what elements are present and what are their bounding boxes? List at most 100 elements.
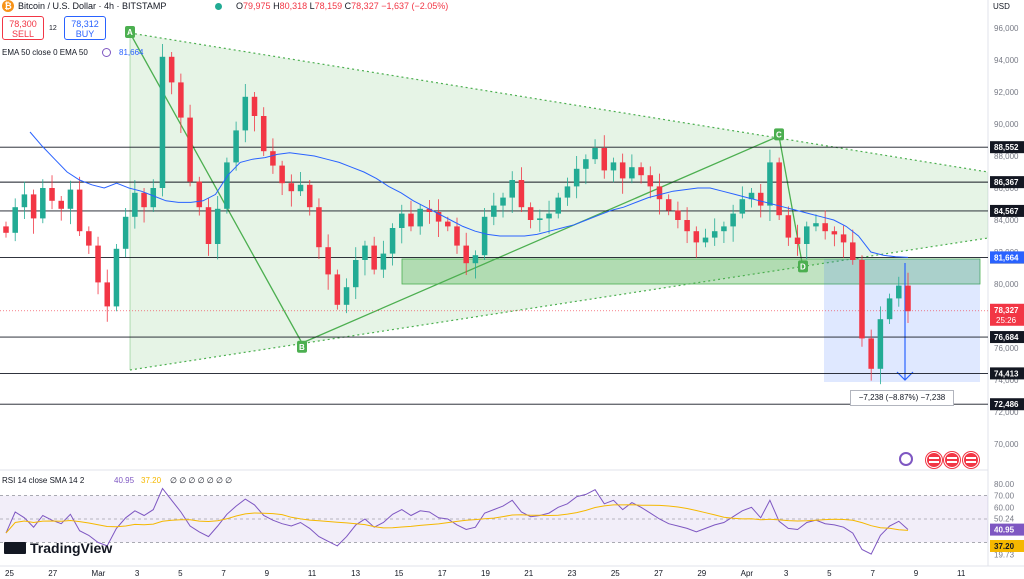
- candle-body[interactable]: [813, 223, 819, 227]
- candle-body[interactable]: [757, 192, 764, 206]
- candle-body[interactable]: [840, 234, 847, 243]
- candle-body[interactable]: [794, 237, 801, 244]
- pattern-point-marker[interactable]: [125, 26, 135, 38]
- candle-body[interactable]: [76, 189, 83, 232]
- buy-button[interactable]: 78,312 BUY: [64, 16, 106, 40]
- events-icon[interactable]: [899, 452, 913, 466]
- pattern-point-marker[interactable]: [798, 260, 808, 273]
- candle-body[interactable]: [178, 82, 184, 118]
- rsi-sma-line[interactable]: [5, 504, 909, 534]
- candle-body[interactable]: [711, 231, 718, 238]
- candle-body[interactable]: [822, 223, 828, 232]
- rsi-legend[interactable]: RSI 14 close SMA 14 2: [2, 476, 85, 485]
- candle-body[interactable]: [380, 253, 387, 270]
- candle-body[interactable]: [159, 56, 166, 188]
- candle-body[interactable]: [316, 207, 322, 248]
- candle-body[interactable]: [49, 188, 55, 201]
- candle-body[interactable]: [3, 226, 9, 233]
- candle-body[interactable]: [509, 180, 515, 198]
- ema50-line[interactable]: [29, 131, 909, 258]
- candle-body[interactable]: [573, 168, 580, 187]
- candle-body[interactable]: [831, 231, 838, 235]
- measure-box[interactable]: [824, 259, 980, 382]
- candle-body[interactable]: [730, 213, 736, 227]
- candle-body[interactable]: [426, 208, 433, 212]
- candle-body[interactable]: [141, 192, 147, 208]
- candle-body[interactable]: [30, 194, 37, 219]
- candle-body[interactable]: [325, 247, 331, 275]
- candle-body[interactable]: [58, 200, 64, 209]
- candle-body[interactable]: [537, 218, 543, 220]
- candle-body[interactable]: [371, 245, 377, 270]
- candle-body[interactable]: [546, 213, 552, 219]
- candle-body[interactable]: [481, 216, 488, 256]
- candle-body[interactable]: [647, 175, 654, 187]
- us-flag-event-icon[interactable]: [963, 452, 979, 468]
- candle-body[interactable]: [785, 215, 792, 238]
- candle-body[interactable]: [803, 226, 810, 244]
- rsi-line[interactable]: [5, 487, 909, 555]
- candle-body[interactable]: [472, 255, 479, 264]
- candle-body[interactable]: [362, 245, 368, 260]
- candle-body[interactable]: [859, 260, 865, 339]
- candle-body[interactable]: [500, 197, 506, 206]
- candle-body[interactable]: [12, 207, 18, 233]
- candle-body[interactable]: [518, 180, 525, 208]
- candle-body[interactable]: [868, 338, 874, 369]
- candle-body[interactable]: [905, 285, 911, 312]
- pattern-point-marker[interactable]: [297, 340, 307, 353]
- support-zone[interactable]: [401, 258, 981, 285]
- candle-body[interactable]: [776, 162, 782, 216]
- candle-body[interactable]: [95, 245, 101, 283]
- candle-body[interactable]: [564, 186, 571, 198]
- candle-body[interactable]: [122, 216, 129, 249]
- candle-body[interactable]: [619, 162, 626, 179]
- candle-body[interactable]: [399, 213, 405, 228]
- candle-body[interactable]: [675, 210, 681, 220]
- currency-label[interactable]: USD: [993, 2, 1010, 11]
- candle-body[interactable]: [417, 208, 423, 227]
- candle-body[interactable]: [886, 298, 893, 320]
- candle-body[interactable]: [693, 231, 700, 243]
- candle-body[interactable]: [454, 226, 460, 246]
- candle-body[interactable]: [748, 192, 755, 200]
- candle-body[interactable]: [684, 220, 690, 232]
- candle-body[interactable]: [196, 181, 203, 208]
- candle-body[interactable]: [86, 231, 92, 246]
- candle-body[interactable]: [445, 221, 451, 227]
- candle-body[interactable]: [601, 148, 608, 171]
- candle-body[interactable]: [352, 260, 359, 288]
- candle-body[interactable]: [288, 183, 295, 192]
- sell-button[interactable]: 78,300 SELL: [2, 16, 44, 40]
- candle-body[interactable]: [665, 199, 672, 211]
- candle-body[interactable]: [260, 116, 267, 152]
- ema-settings-icon[interactable]: [102, 48, 111, 57]
- candle-body[interactable]: [721, 226, 727, 232]
- candle-body[interactable]: [629, 167, 635, 179]
- us-flag-event-icon[interactable]: [926, 452, 942, 468]
- candle-body[interactable]: [896, 285, 902, 299]
- candle-body[interactable]: [67, 189, 74, 209]
- us-flag-event-icon[interactable]: [944, 452, 960, 468]
- candle-body[interactable]: [463, 245, 469, 264]
- candle-body[interactable]: [150, 188, 157, 208]
- candle-body[interactable]: [435, 212, 442, 222]
- candle-body[interactable]: [168, 56, 175, 83]
- candle-body[interactable]: [132, 192, 138, 217]
- candle-body[interactable]: [610, 162, 617, 171]
- candle-body[interactable]: [214, 208, 221, 244]
- candle-body[interactable]: [702, 237, 709, 243]
- candle-body[interactable]: [555, 197, 562, 214]
- candle-body[interactable]: [408, 213, 414, 227]
- candle-body[interactable]: [592, 148, 598, 160]
- candle-body[interactable]: [656, 186, 663, 200]
- candle-body[interactable]: [491, 205, 497, 217]
- candle-body[interactable]: [251, 96, 258, 116]
- candle-body[interactable]: [850, 242, 856, 260]
- candle-body[interactable]: [279, 165, 285, 184]
- candle-body[interactable]: [233, 130, 239, 163]
- candle-body[interactable]: [334, 274, 341, 305]
- candle-body[interactable]: [104, 282, 111, 307]
- candle-body[interactable]: [739, 199, 746, 214]
